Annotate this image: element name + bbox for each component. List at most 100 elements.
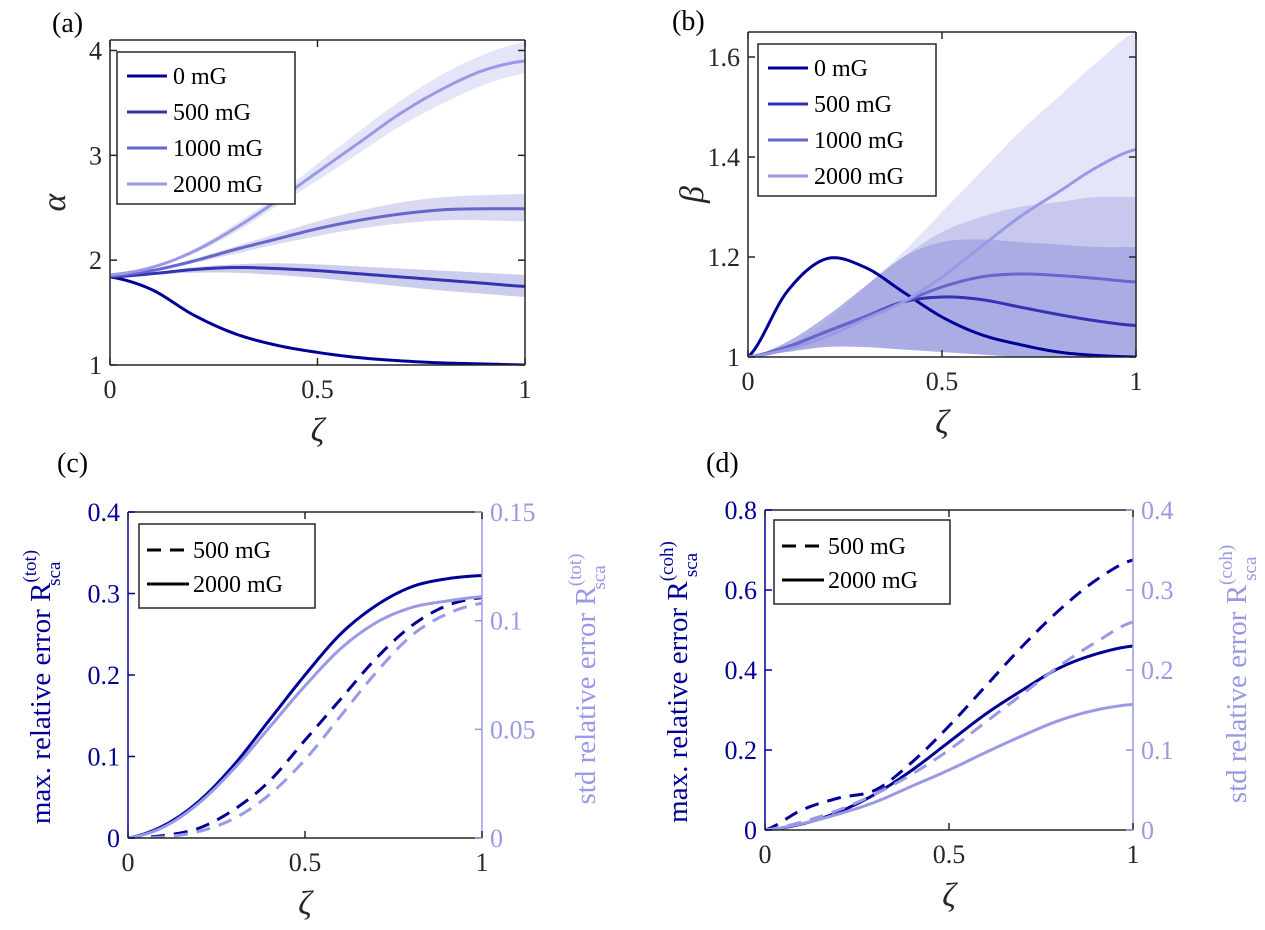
x-axis-label: ζ (311, 412, 327, 449)
y-tick-label: 0 (107, 824, 120, 853)
series-line-500-mg-left (765, 558, 1133, 830)
y-axis-label-left-main: max. relative error R (25, 582, 57, 824)
y-tick-label: 1.4 (708, 143, 741, 172)
series-line-2000-mg-right (128, 595, 482, 838)
y-axis-label-right-main: std relative error R (1221, 584, 1253, 803)
chart-panel-b: 0 0.5 1 1 1.2 1.4 1.6 ζ β (b) 0 mG 500 mG 1000 mG 200… (672, 6, 1143, 441)
series-line-1000-mg (748, 272, 1136, 357)
x-tick-label: 1 (1127, 840, 1140, 869)
series-line-500-mg (110, 265, 525, 288)
x-tick-label: 1 (1130, 367, 1143, 396)
panel-label: (d) (706, 448, 739, 479)
y-right-tick-label: 0 (490, 824, 503, 853)
plot-content (110, 42, 525, 365)
plot-content (748, 32, 1136, 357)
y-tick-label: 3 (89, 141, 102, 170)
x-tick-label: 0.5 (289, 848, 322, 877)
panel-label: (b) (672, 6, 705, 37)
legend-entry-label: 0 mG (814, 56, 868, 82)
y-axis-label-right-sup: (coh) (1216, 545, 1237, 585)
y-axis-label-right: std relative error R(coh) sca (1216, 545, 1261, 803)
y-axis-label-left-main: max. relative error R (662, 581, 694, 823)
x-tick-label: 1 (476, 848, 489, 877)
legend: 0 mG 500 mG 1000 mG 2000 mG (757, 43, 937, 197)
legend-entry-label: 0 mG (173, 64, 227, 90)
legend-box (773, 519, 951, 605)
x-axis-label: ζ (942, 877, 958, 914)
y-tick-label: 0.6 (725, 576, 758, 605)
series-line-2000-mg-right (765, 702, 1133, 830)
series-line-500-mg-right (128, 601, 482, 838)
y-axis-label-right-sub: sca (589, 565, 610, 590)
y-tick-label: 4 (89, 36, 102, 65)
y-axis-label-right-main: std relative error R (570, 586, 602, 805)
y-axis-label-left-sub: sca (681, 552, 702, 577)
y-tick-label: 1 (727, 343, 740, 372)
x-tick-label: 0.5 (301, 375, 334, 404)
y-tick-label: 0.2 (88, 661, 121, 690)
legend-entry-label: 2000 mG (814, 164, 904, 190)
series-line-2000-mg (748, 148, 1136, 357)
series-line-0-mg (110, 275, 525, 365)
y-axis-label-right-sup: (tot) (565, 554, 586, 587)
legend-entry-label: 2000 mG (173, 172, 263, 198)
panel-label: (c) (57, 448, 88, 479)
y-axis-label-left-sup: (tot) (20, 550, 41, 583)
x-tick-label: 1 (519, 375, 532, 404)
legend-box (138, 523, 316, 609)
series-line-500-mg-left (128, 596, 482, 838)
y-right-tick-label: 0.15 (490, 498, 536, 527)
y-right-tick-label: 0.1 (490, 607, 523, 636)
legend-entry-label: 1000 mG (173, 136, 263, 162)
y-axis-label-left: max. relative error R(coh) sca (657, 541, 702, 823)
y-tick-label: 2 (89, 246, 102, 275)
y-tick-label: 0.2 (725, 736, 758, 765)
legend-entry-label: 500 mG (828, 534, 906, 560)
x-tick-label: 0 (122, 848, 135, 877)
y-axis-label-left: max. relative error R(tot) sca (20, 550, 65, 824)
series-line-1000-mg (110, 207, 525, 278)
x-tick-label: 0 (104, 375, 117, 404)
plot-content (765, 558, 1133, 830)
y-right-tick-label: 0.2 (1141, 656, 1174, 685)
series-line-0-mg (748, 256, 1136, 357)
panel-label: (a) (52, 8, 83, 39)
x-tick-label: 0.5 (933, 840, 966, 869)
legend-entry-label: 1000 mG (814, 128, 904, 154)
legend: 500 mG 2000 mG (773, 519, 951, 605)
series-line-2000-mg (110, 59, 525, 277)
x-axis-label: ζ (935, 404, 951, 441)
legend-entry-label: 500 mG (193, 538, 271, 564)
y-tick-label: 1 (89, 351, 102, 380)
y-axis-label-right-sub: sca (1240, 556, 1261, 581)
y-axis-label: α (36, 192, 73, 211)
y-right-tick-label: 0.4 (1141, 496, 1174, 525)
legend: 0 mG 500 mG 1000 mG 2000 mG (116, 51, 296, 205)
plot-content (128, 574, 482, 838)
y-tick-label: 0 (744, 816, 757, 845)
y-axis-label-left-sub: sca (44, 561, 65, 586)
legend-entry-label: 2000 mG (828, 568, 918, 594)
y-tick-label: 0.8 (725, 496, 758, 525)
y-tick-label: 0.4 (725, 656, 758, 685)
x-tick-label: 0 (759, 840, 772, 869)
y-tick-label: 1.2 (708, 243, 741, 272)
x-tick-label: 0 (742, 367, 755, 396)
y-axis-label: β (674, 186, 711, 204)
band-500-mg (110, 263, 525, 297)
y-right-tick-label: 0 (1141, 816, 1154, 845)
y-axis-label-right: std relative error R(tot) sca (565, 554, 610, 805)
legend-entry-label: 500 mG (173, 100, 251, 126)
y-tick-label: 0.4 (88, 498, 121, 527)
y-tick-label: 1.6 (708, 43, 741, 72)
legend-entry-label: 500 mG (814, 92, 892, 118)
legend-entry-label: 2000 mG (193, 572, 283, 598)
y-tick-label: 0.3 (88, 580, 121, 609)
series-line-500-mg-right (765, 620, 1133, 830)
y-right-tick-label: 0.1 (1141, 736, 1174, 765)
y-tick-label: 0.1 (88, 743, 121, 772)
chart-panel-a: 0 0.5 1 1 2 3 4 ζ α (a) 0 mG 500 mG 1000 mG 2000 mG (36, 8, 532, 449)
